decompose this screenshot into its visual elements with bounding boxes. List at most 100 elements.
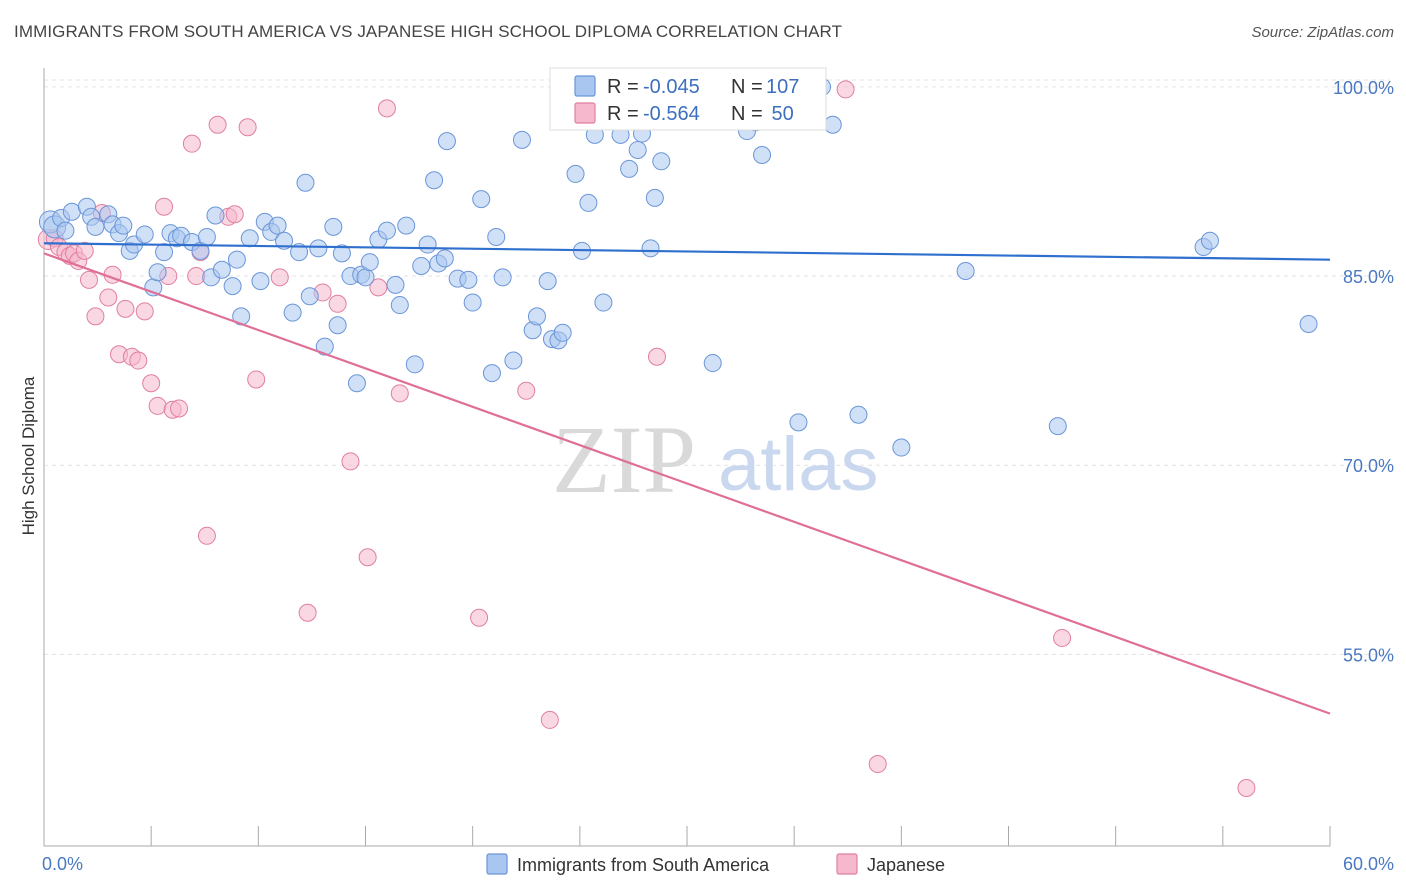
point-south-america — [223, 277, 242, 296]
legend-r-label-1: R = — [607, 103, 639, 125]
point-south-america — [386, 275, 405, 294]
point-south-america — [86, 217, 105, 236]
point-south-america — [148, 263, 167, 282]
point-south-america — [789, 413, 808, 432]
legend-box: R = -0.045 N = 107 R = -0.564 N = 50 — [549, 67, 827, 131]
point-japanese — [647, 347, 666, 366]
point-south-america — [62, 202, 81, 221]
trend-line-japanese — [43, 252, 1331, 715]
point-japanese — [129, 351, 148, 370]
point-south-america — [703, 354, 722, 373]
point-japanese — [155, 197, 174, 216]
point-south-america — [641, 239, 660, 258]
legend-r-value-0: -0.045 — [643, 76, 700, 98]
point-south-america — [227, 250, 246, 269]
point-south-america — [527, 307, 546, 326]
legend-r-label-0: R = — [607, 76, 639, 98]
point-south-america — [418, 235, 437, 254]
source-credit: Source: ZipAtlas.com — [1251, 24, 1394, 41]
point-south-america — [206, 206, 225, 225]
point-south-america — [482, 364, 501, 383]
series-japanese-points — [37, 80, 1256, 797]
point-south-america — [114, 216, 133, 235]
x-tick-label-max: 60.0% — [1343, 854, 1394, 874]
point-japanese — [75, 241, 94, 260]
point-south-america — [472, 190, 491, 209]
point-japanese — [298, 603, 317, 622]
point-south-america — [553, 323, 572, 342]
point-south-america — [135, 225, 154, 244]
legend-swatch-japanese — [574, 102, 596, 124]
point-south-america — [579, 193, 598, 212]
point-south-america — [283, 303, 302, 322]
point-south-america — [504, 351, 523, 370]
point-south-america — [405, 355, 424, 374]
point-japanese — [116, 299, 135, 318]
point-south-america — [823, 115, 842, 134]
point-south-america — [459, 270, 478, 289]
point-south-america — [566, 164, 585, 183]
point-south-america — [309, 239, 328, 258]
point-japanese — [369, 278, 388, 297]
point-japanese — [170, 399, 189, 418]
point-south-america — [412, 256, 431, 275]
watermark-atlas: atlas — [718, 422, 879, 507]
point-japanese — [187, 267, 206, 286]
point-south-america — [652, 152, 671, 171]
point-south-america — [956, 262, 975, 281]
point-south-america — [892, 438, 911, 457]
point-south-america — [240, 229, 259, 248]
point-south-america — [620, 159, 639, 178]
point-japanese — [238, 118, 257, 137]
y-tick-label: 85.0% — [1343, 267, 1394, 287]
y-tick-labels: 55.0% 70.0% 85.0% 100.0% — [1333, 78, 1394, 665]
point-south-america — [487, 227, 506, 246]
point-japanese — [86, 307, 105, 326]
point-japanese — [328, 294, 347, 313]
point-south-america — [1048, 417, 1067, 436]
trend-line-south-america — [43, 242, 1331, 261]
bottom-legend-swatch-japanese — [836, 853, 858, 875]
point-japanese — [517, 381, 536, 400]
point-south-america — [425, 171, 444, 190]
point-south-america — [435, 249, 454, 268]
point-south-america — [324, 217, 343, 236]
point-japanese — [247, 370, 266, 389]
point-south-america — [437, 132, 456, 151]
point-japanese — [270, 268, 289, 287]
point-japanese — [341, 452, 360, 471]
legend-n-label-1: N = — [731, 103, 763, 125]
y-tick-label: 100.0% — [1333, 78, 1394, 98]
point-japanese — [836, 80, 855, 99]
point-south-america — [753, 146, 772, 165]
point-south-america — [594, 293, 613, 312]
point-japanese — [1237, 778, 1256, 797]
point-south-america — [463, 293, 482, 312]
point-japanese — [540, 710, 559, 729]
point-south-america — [56, 221, 75, 240]
point-south-america — [1299, 314, 1318, 333]
point-south-america — [332, 244, 351, 263]
point-japanese — [377, 99, 396, 118]
point-south-america — [377, 221, 396, 240]
watermark-zip: ZIP — [552, 406, 696, 513]
point-japanese — [470, 608, 489, 627]
point-south-america — [645, 188, 664, 207]
y-axis-title: High School Diploma — [19, 376, 38, 535]
point-japanese — [358, 548, 377, 567]
point-south-america — [356, 268, 375, 287]
point-japanese — [148, 396, 167, 415]
point-south-america — [390, 296, 409, 315]
chart-title: IMMIGRANTS FROM SOUTH AMERICA VS JAPANES… — [14, 22, 843, 41]
point-japanese — [868, 755, 887, 774]
point-japanese — [197, 526, 216, 545]
series-south-america-points — [38, 75, 1318, 457]
point-south-america — [493, 268, 512, 287]
point-south-america — [512, 130, 531, 149]
point-japanese — [182, 134, 201, 153]
point-south-america — [275, 231, 294, 250]
point-south-america — [155, 243, 174, 262]
point-japanese — [390, 384, 409, 403]
point-south-america — [397, 216, 416, 235]
point-south-america — [360, 253, 379, 272]
